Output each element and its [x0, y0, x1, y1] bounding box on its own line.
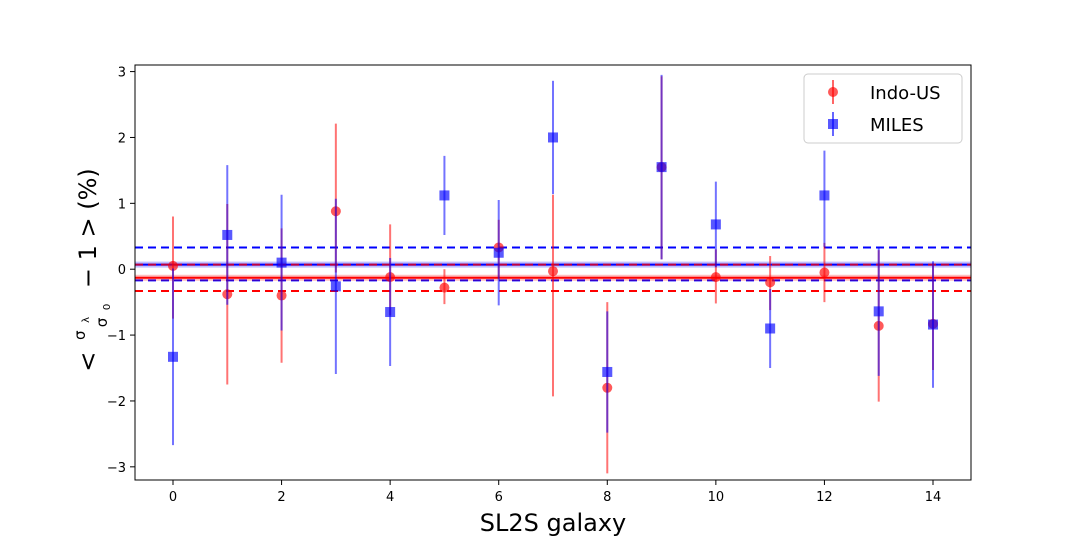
legend-item-miles: MILES — [828, 112, 924, 136]
miles-point — [222, 229, 233, 240]
indo-us-point — [548, 266, 558, 277]
series-miles — [168, 74, 938, 446]
indo-us-point — [710, 272, 721, 283]
miles-point — [656, 162, 667, 173]
x-tick-label: 6 — [495, 490, 503, 505]
y-tick-label: 0 — [118, 263, 126, 278]
miles-point — [493, 247, 504, 258]
y-label-denominator-sub: 0 — [102, 304, 113, 310]
indo-us-point — [168, 260, 178, 271]
miles-point — [168, 351, 178, 362]
miles-point — [765, 323, 776, 334]
indo-us-point — [765, 277, 776, 288]
y-label-suffix: − 1 > (%) — [74, 168, 102, 288]
miles-point — [439, 190, 450, 201]
miles-point — [710, 219, 721, 230]
miles-point — [928, 319, 938, 330]
x-tick-label: 4 — [386, 490, 394, 505]
x-axis: 0 2 4 6 8 10 12 14 — [169, 480, 941, 505]
y-label-numerator: σ — [71, 330, 89, 340]
plot-area — [135, 74, 971, 474]
x-tick-label: 0 — [169, 490, 177, 505]
miles-point — [602, 366, 613, 377]
miles-point — [873, 306, 884, 317]
miles-point — [819, 190, 830, 201]
x-tick-label: 14 — [925, 490, 942, 505]
x-tick-label: 8 — [603, 490, 611, 505]
y-tick-label: 2 — [118, 131, 126, 146]
legend: Indo-US MILES — [803, 73, 963, 144]
plot-content — [135, 74, 971, 474]
miles-point — [548, 132, 558, 143]
y-tick-label: −2 — [107, 395, 126, 410]
y-label-prefix: < — [74, 352, 102, 372]
x-tick-label: 2 — [277, 490, 285, 505]
y-tick-label: 3 — [118, 66, 126, 81]
indo-us-point — [819, 267, 830, 278]
y-tick-label: −1 — [107, 329, 126, 344]
miles-point — [330, 281, 341, 292]
legend-miles-marker — [828, 119, 838, 129]
legend-frame — [803, 73, 963, 144]
y-label-denominator: σ — [93, 317, 111, 327]
y-tick-label: 1 — [118, 197, 126, 212]
y-axis: −3 −2 −1 0 1 2 3 — [107, 66, 135, 476]
indo-us-point — [439, 282, 450, 293]
legend-indo-us-marker — [828, 87, 838, 97]
y-tick-label: −3 — [107, 461, 126, 476]
y-label-numerator-sub: λ — [81, 317, 92, 323]
x-tick-label: 10 — [708, 490, 725, 505]
plot-frame — [134, 64, 972, 481]
x-axis-label: SL2S galaxy — [480, 509, 626, 537]
legend-miles-label: MILES — [870, 115, 924, 136]
miles-point — [276, 257, 287, 268]
y-axis-label: < σ λ σ 0 − 1 > (%) — [63, 168, 116, 372]
legend-item-indo-us: Indo-US — [828, 80, 941, 104]
legend-indo-us-label: Indo-US — [870, 83, 941, 104]
svg-text:< σ λ σ: < σ λ σ 0 − 1 > (%) — [63, 168, 116, 372]
miles-point — [385, 307, 396, 318]
x-tick-label: 12 — [816, 490, 833, 505]
